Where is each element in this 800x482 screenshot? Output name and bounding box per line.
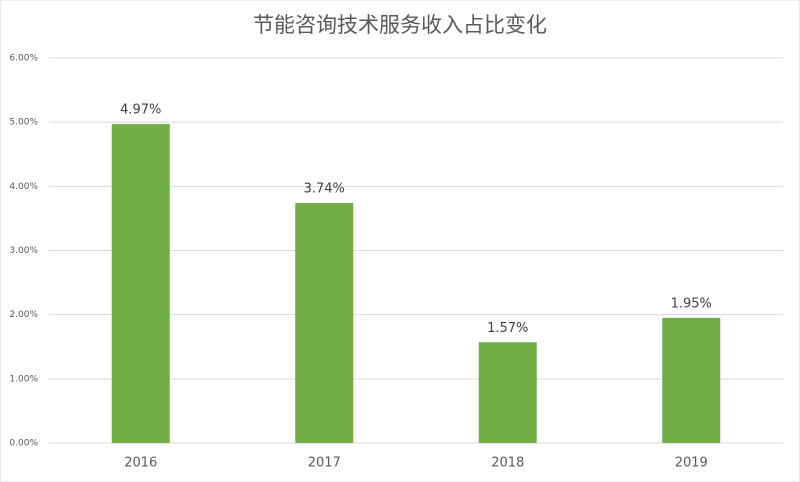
- y-tick-label: 5.00%: [9, 118, 38, 128]
- bar: [295, 203, 354, 443]
- data-label: 3.74%: [304, 182, 345, 197]
- y-tick-label: 0.00%: [9, 439, 38, 449]
- data-label: 1.57%: [487, 321, 528, 336]
- bar: [478, 342, 537, 443]
- chart-title: 节能咨询技术服务收入占比变化: [253, 13, 547, 37]
- x-tick-label: 2016: [124, 456, 157, 471]
- y-tick-label: 6.00%: [9, 54, 38, 64]
- bar: [111, 124, 170, 443]
- y-tick-label: 3.00%: [9, 246, 38, 256]
- data-label: 1.95%: [671, 296, 712, 311]
- x-tick-label: 2019: [675, 456, 708, 471]
- y-tick-label: 2.00%: [9, 310, 38, 320]
- data-label: 4.97%: [120, 103, 161, 118]
- x-tick-label: 2018: [491, 456, 524, 471]
- y-tick-label: 1.00%: [9, 374, 38, 384]
- y-tick-label: 4.00%: [9, 182, 38, 192]
- bar: [662, 317, 721, 443]
- x-tick-label: 2017: [308, 456, 341, 471]
